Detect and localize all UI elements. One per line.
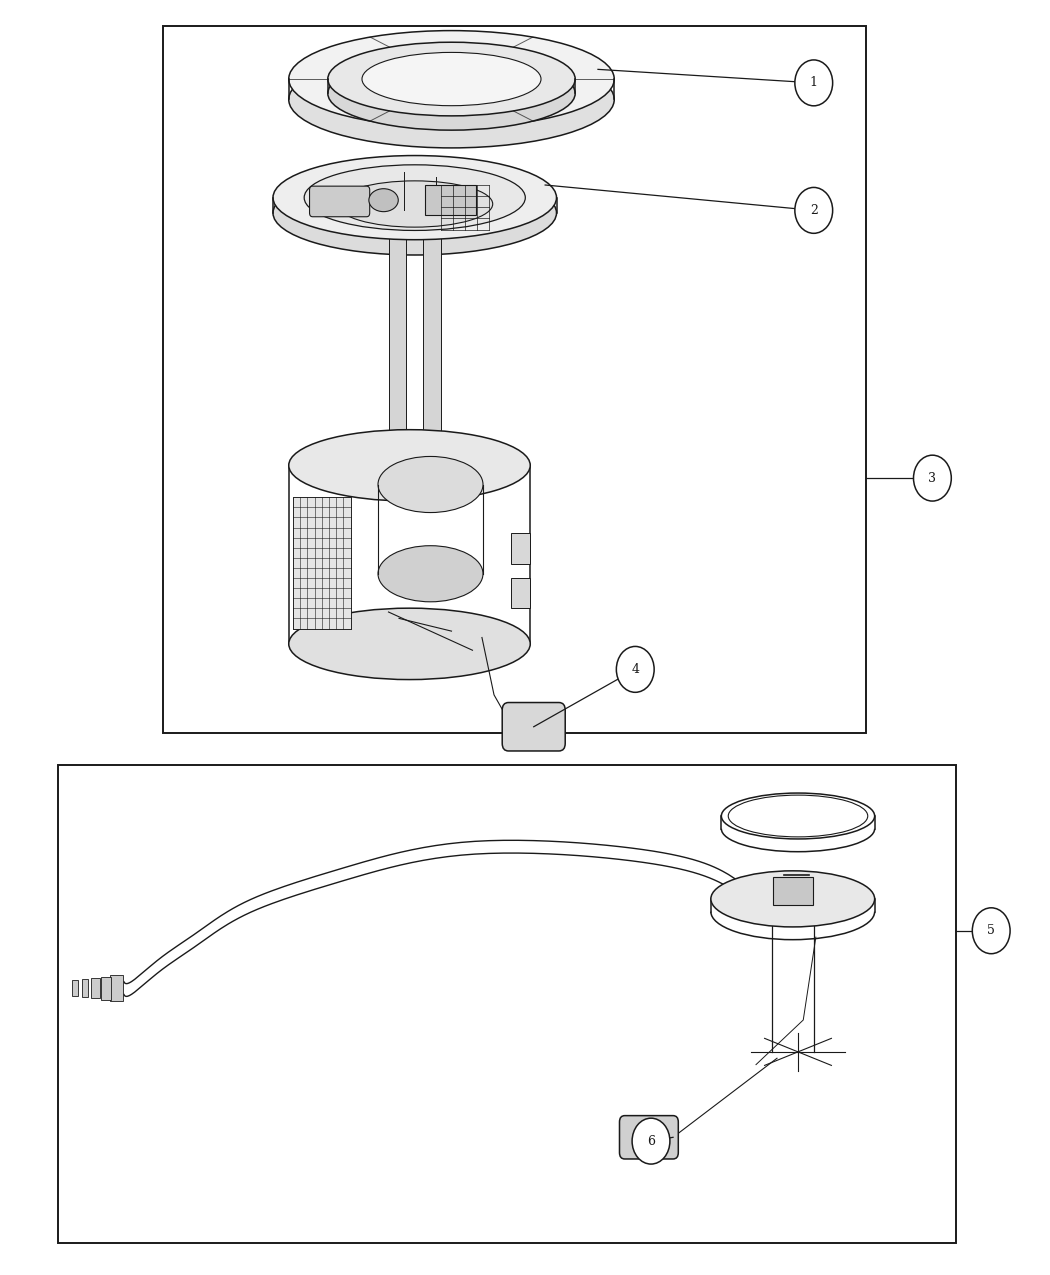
Bar [58, 765, 956, 1243]
Ellipse shape [378, 456, 483, 513]
Ellipse shape [273, 156, 556, 240]
Ellipse shape [289, 51, 614, 148]
Bar [163, 26, 866, 733]
Ellipse shape [304, 164, 525, 231]
Ellipse shape [328, 42, 575, 116]
Ellipse shape [328, 56, 575, 130]
Ellipse shape [369, 189, 398, 212]
FancyBboxPatch shape [773, 877, 813, 905]
Text: 6: 6 [647, 1135, 655, 1148]
Bar [72, 980, 78, 996]
Circle shape [972, 908, 1010, 954]
Ellipse shape [362, 52, 541, 106]
Text: 1: 1 [810, 76, 818, 89]
Bar [82, 979, 88, 997]
Circle shape [632, 1118, 670, 1164]
Circle shape [616, 646, 654, 692]
Circle shape [914, 455, 951, 501]
Bar [388, 219, 406, 465]
Bar [101, 977, 111, 1000]
Ellipse shape [711, 871, 875, 927]
Text: 2: 2 [810, 204, 818, 217]
Bar [110, 975, 123, 1001]
Ellipse shape [289, 430, 530, 501]
Ellipse shape [289, 608, 530, 680]
Text: 3: 3 [928, 472, 937, 484]
FancyBboxPatch shape [310, 186, 370, 217]
FancyBboxPatch shape [511, 578, 530, 608]
FancyBboxPatch shape [502, 703, 565, 751]
Bar [91, 978, 100, 998]
Ellipse shape [273, 171, 556, 255]
Ellipse shape [337, 181, 492, 227]
Bar [293, 497, 351, 629]
FancyBboxPatch shape [511, 533, 530, 564]
Ellipse shape [378, 546, 483, 602]
Bar [423, 219, 441, 465]
Circle shape [795, 187, 833, 233]
FancyBboxPatch shape [620, 1116, 678, 1159]
Ellipse shape [289, 31, 614, 128]
Text: 5: 5 [987, 924, 995, 937]
Circle shape [795, 60, 833, 106]
Text: 4: 4 [631, 663, 639, 676]
FancyBboxPatch shape [425, 185, 476, 215]
